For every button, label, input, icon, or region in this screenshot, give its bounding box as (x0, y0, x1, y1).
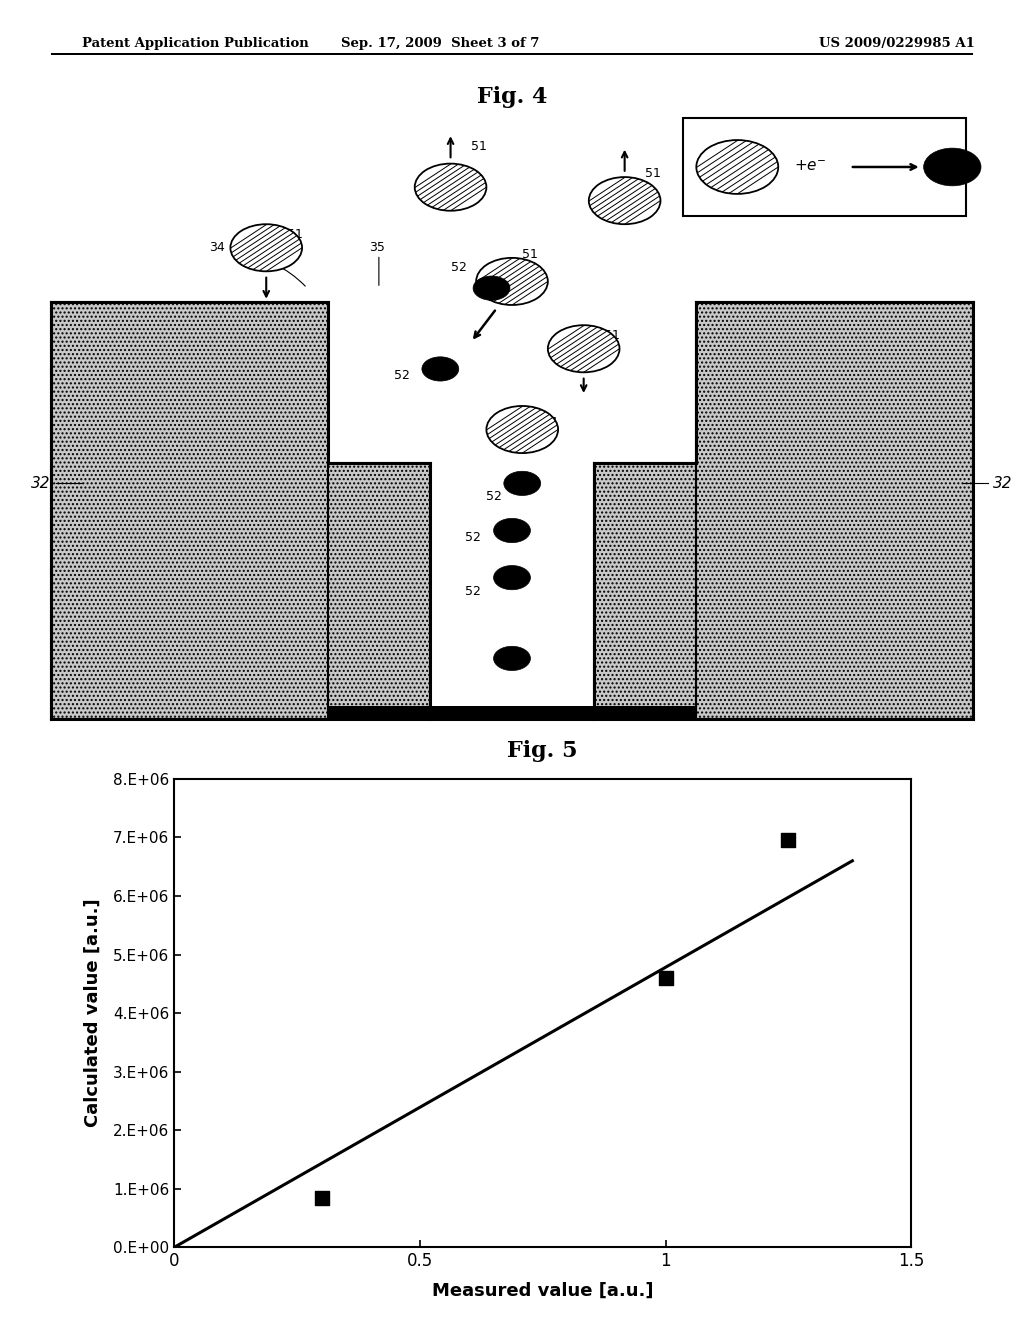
Text: Patent Application Publication: Patent Application Publication (82, 37, 308, 50)
Text: 51: 51 (645, 168, 662, 181)
Text: 35: 35 (369, 242, 385, 255)
Circle shape (548, 325, 620, 372)
Text: 52: 52 (393, 370, 410, 383)
Point (313, 1187, 330, 1208)
Bar (696, 302, 973, 719)
Y-axis label: Calculated value [a.u.]: Calculated value [a.u.] (84, 899, 101, 1127)
Text: 51: 51 (522, 248, 539, 261)
Circle shape (504, 471, 541, 495)
Text: 32: 32 (993, 477, 1013, 491)
Circle shape (494, 519, 530, 543)
X-axis label: Measured value [a.u.]: Measured value [a.u.] (432, 1282, 653, 1299)
Circle shape (486, 407, 558, 453)
Circle shape (473, 276, 510, 300)
Circle shape (476, 257, 548, 305)
Text: 51: 51 (543, 416, 559, 429)
Point (780, 830, 797, 851)
Text: 51: 51 (471, 140, 487, 153)
Circle shape (924, 148, 981, 186)
Text: 52: 52 (465, 585, 481, 598)
Bar (51, 302, 328, 719)
Text: 32: 32 (31, 477, 50, 491)
Text: 52: 52 (485, 490, 502, 503)
Text: 52: 52 (451, 261, 467, 275)
Circle shape (696, 140, 778, 194)
Text: Fig. 4: Fig. 4 (477, 86, 547, 108)
Text: $+e^{-}$: $+e^{-}$ (794, 160, 826, 174)
Circle shape (494, 565, 530, 590)
Circle shape (494, 647, 530, 671)
FancyBboxPatch shape (683, 117, 966, 216)
Circle shape (589, 177, 660, 224)
Text: 52: 52 (465, 531, 481, 544)
Circle shape (230, 224, 302, 272)
Bar (594, 463, 696, 719)
Text: 34: 34 (210, 242, 225, 255)
Text: 51: 51 (287, 228, 303, 240)
Circle shape (415, 164, 486, 211)
Text: 51: 51 (604, 329, 621, 342)
Bar (328, 705, 696, 719)
Text: US 2009/0229985 A1: US 2009/0229985 A1 (819, 37, 975, 50)
Title: Fig. 5: Fig. 5 (508, 739, 578, 762)
Text: Sep. 17, 2009  Sheet 3 of 7: Sep. 17, 2009 Sheet 3 of 7 (341, 37, 540, 50)
Point (657, 968, 674, 989)
Circle shape (422, 356, 459, 381)
Bar (328, 463, 430, 719)
